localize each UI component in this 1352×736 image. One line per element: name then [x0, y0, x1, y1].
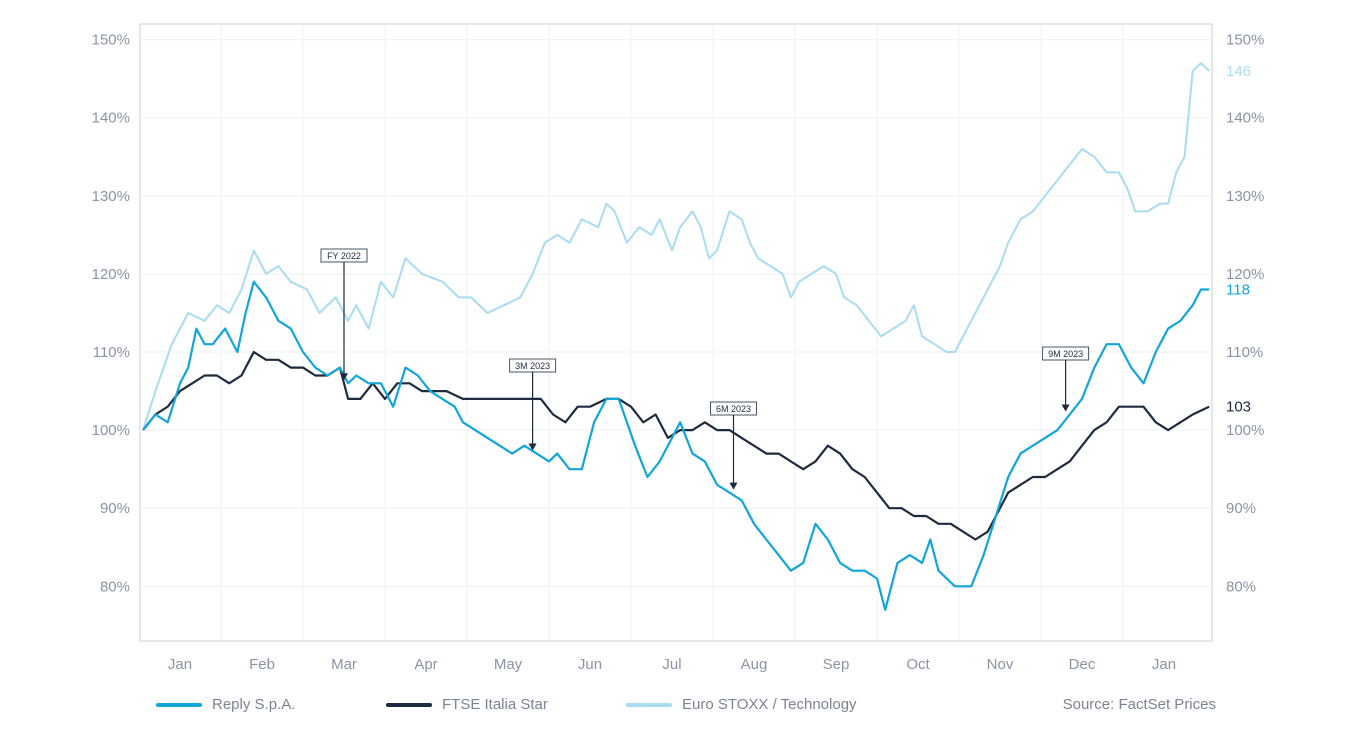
annotation-label: 3M 2023	[515, 361, 550, 371]
legend-item-ftse: FTSE Italia Star	[386, 696, 548, 713]
plot-frame	[139, 23, 1213, 642]
y-tick-label-left: 150%	[92, 32, 130, 49]
x-tick-label: Sep	[823, 656, 850, 673]
grid	[139, 23, 1213, 642]
legend-swatch-ftse	[386, 702, 432, 707]
x-tick-label: Oct	[906, 656, 930, 673]
legend-item-reply: Reply S.p.A.	[156, 696, 295, 713]
legend: Reply S.p.A. FTSE Italia Star Euro STOXX…	[156, 696, 1216, 718]
x-tick-label: Feb	[249, 656, 275, 673]
legend-label-reply: Reply S.p.A.	[212, 696, 296, 713]
annotation-arrow-head	[729, 482, 738, 490]
y-tick-label-right: 130%	[1226, 188, 1264, 205]
y-tick-label-right: 140%	[1226, 110, 1264, 127]
series-line-1	[142, 350, 1210, 541]
series-end-label-1: 103	[1226, 399, 1251, 416]
annotation-label: FY 2022	[327, 251, 361, 261]
legend-swatch-reply	[156, 702, 202, 707]
y-tick-label-right: 120%	[1226, 266, 1264, 283]
series-layer	[142, 62, 1210, 611]
y-tick-label-right: 100%	[1226, 422, 1264, 439]
y-tick-label-left: 80%	[100, 578, 130, 595]
x-tick-label: Aug	[741, 656, 768, 673]
y-tick-label-left: 100%	[92, 422, 130, 439]
x-tick-label: Dec	[1069, 656, 1096, 673]
annotation-label: 9M 2023	[1048, 349, 1083, 359]
x-tick-label: Jan	[168, 656, 192, 673]
series-end-label-2: 118	[1226, 282, 1250, 299]
x-tick-label: Nov	[987, 656, 1014, 673]
y-tick-label-left: 110%	[93, 344, 130, 361]
legend-swatch-eurostoxx	[626, 702, 672, 707]
y-tick-label-left: 90%	[100, 500, 130, 517]
annotation-layer: FY 2022 3M 2023 6M 2023 9M 2023	[320, 248, 1090, 490]
legend-label-ftse: FTSE Italia Star	[442, 696, 548, 713]
legend-label-eurostoxx: Euro STOXX / Technology	[682, 696, 857, 713]
y-tick-label-right: 110%	[1226, 344, 1263, 361]
x-tick-label: Mar	[331, 656, 357, 673]
y-tick-label-right: 150%	[1226, 32, 1264, 49]
y-tick-label-right: 90%	[1226, 500, 1256, 517]
axis-layer: 80% 80% 90% 90% 100% 100% 110% 110% 120% 120% 130%…	[92, 32, 1265, 673]
annotation-arrow-head	[528, 443, 537, 451]
annotation-arrow-head	[340, 373, 348, 381]
x-tick-label: May	[494, 656, 523, 673]
x-tick-label: Jan	[1152, 656, 1176, 673]
y-tick-label-left: 120%	[92, 266, 130, 283]
y-tick-label-left: 140%	[92, 110, 130, 127]
x-tick-label: Jul	[662, 656, 681, 673]
source-note: Source: FactSet Prices	[1062, 696, 1216, 713]
annotation-label: 6M 2023	[716, 404, 751, 414]
y-tick-label-right: 80%	[1226, 578, 1256, 595]
series-line-0	[142, 62, 1210, 431]
chart-svg: FY 2022 3M 2023 6M 2023 9M 2023 80% 80% 90% 90…	[92, 23, 1265, 673]
y-tick-label-left: 130%	[92, 188, 130, 205]
series-end-label-0: 146	[1226, 63, 1251, 80]
legend-item-eurostoxx: Euro STOXX / Technology	[626, 696, 857, 713]
x-tick-label: Jun	[578, 656, 602, 673]
x-tick-label: Apr	[414, 656, 437, 673]
series-line-2	[142, 280, 1210, 611]
annotation-arrow-head	[1061, 404, 1070, 412]
